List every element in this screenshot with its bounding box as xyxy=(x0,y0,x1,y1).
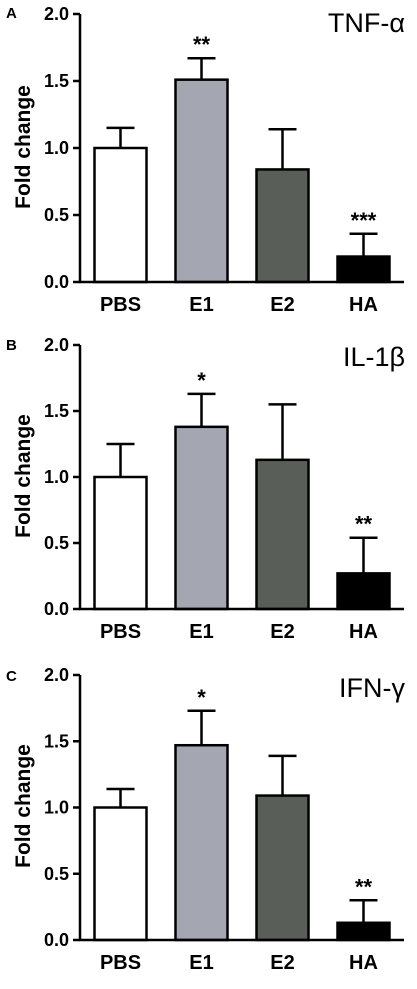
bar-pbs xyxy=(93,806,148,942)
bar-e1 xyxy=(174,743,229,942)
plot-area: 0.0 0.5 1.0 1.5 2.0 PBS * E1 E2 ** HA xyxy=(44,335,404,643)
significance-marker: ** xyxy=(193,32,211,57)
y-axis-label: Fold change xyxy=(12,85,35,209)
x-tick-label: E1 xyxy=(189,294,213,316)
x-tick-label: E1 xyxy=(189,952,213,974)
bar-ha xyxy=(336,572,391,611)
significance-marker: * xyxy=(197,685,206,710)
chart-title: IL-1β xyxy=(343,342,405,372)
y-axis-label: Fold change xyxy=(12,744,35,868)
panel-a: A TNF-α Fold change 0.0 0.5 1.0 1.5 2.0 PBS **… xyxy=(6,4,405,316)
y-tick-label: 2.0 xyxy=(44,4,69,24)
y-tick-label: 0.0 xyxy=(44,599,69,619)
y-axis-label: Fold change xyxy=(12,414,35,538)
x-tick-label: E2 xyxy=(270,952,294,974)
y-tick-label: 1.5 xyxy=(44,401,69,421)
x-tick-label: PBS xyxy=(100,294,141,316)
panel-letter: C xyxy=(6,668,17,685)
y-tick-label: 1.0 xyxy=(44,467,69,487)
bar-ha xyxy=(336,921,391,942)
panel-letter: B xyxy=(6,337,17,354)
y-tick-label: 2.0 xyxy=(44,335,69,355)
bar-pbs xyxy=(93,475,148,611)
y-tick-label: 1.5 xyxy=(44,71,69,91)
bar-pbs xyxy=(93,146,148,284)
significance-marker: ** xyxy=(355,874,373,899)
significance-marker: *** xyxy=(351,208,377,233)
x-tick-label: HA xyxy=(349,294,378,316)
plot-area: 0.0 0.5 1.0 1.5 2.0 PBS * E1 E2 ** HA xyxy=(44,665,404,974)
y-tick-label: 0.0 xyxy=(44,930,69,950)
y-tick-label: 0.0 xyxy=(44,272,69,292)
bar-e2 xyxy=(255,458,310,611)
bar-ha xyxy=(336,255,391,284)
y-tick-label: 0.5 xyxy=(44,205,69,225)
chart-title: IFN-γ xyxy=(339,673,405,703)
x-tick-label: E2 xyxy=(270,294,294,316)
y-tick-label: 1.5 xyxy=(44,731,69,751)
panel-letter: A xyxy=(6,5,17,22)
y-tick-label: 1.0 xyxy=(44,138,69,158)
y-tick-label: 2.0 xyxy=(44,665,69,685)
y-tick-label: 0.5 xyxy=(44,864,69,884)
chart-title: TNF-α xyxy=(328,8,405,38)
significance-marker: * xyxy=(197,368,206,393)
y-tick-label: 1.0 xyxy=(44,798,69,818)
x-tick-label: PBS xyxy=(100,952,141,974)
plot-area: 0.0 0.5 1.0 1.5 2.0 PBS ** E1 E2 *** HA xyxy=(44,4,404,316)
y-tick-label: 0.5 xyxy=(44,533,69,553)
bar-e1 xyxy=(174,425,229,611)
panel-c: C IFN-γ Fold change 0.0 0.5 1.0 1.5 2.0 PBS * E… xyxy=(6,665,405,974)
x-tick-label: E1 xyxy=(189,621,213,643)
bar-e2 xyxy=(255,168,310,284)
x-tick-label: E2 xyxy=(270,621,294,643)
bar-e1 xyxy=(174,78,229,284)
significance-marker: ** xyxy=(355,512,373,537)
x-tick-label: PBS xyxy=(100,621,141,643)
bar-e2 xyxy=(255,794,310,942)
x-tick-label: HA xyxy=(349,952,378,974)
x-tick-label: HA xyxy=(349,621,378,643)
panel-b: B IL-1β Fold change 0.0 0.5 1.0 1.5 2.0 PBS * E… xyxy=(6,335,405,643)
